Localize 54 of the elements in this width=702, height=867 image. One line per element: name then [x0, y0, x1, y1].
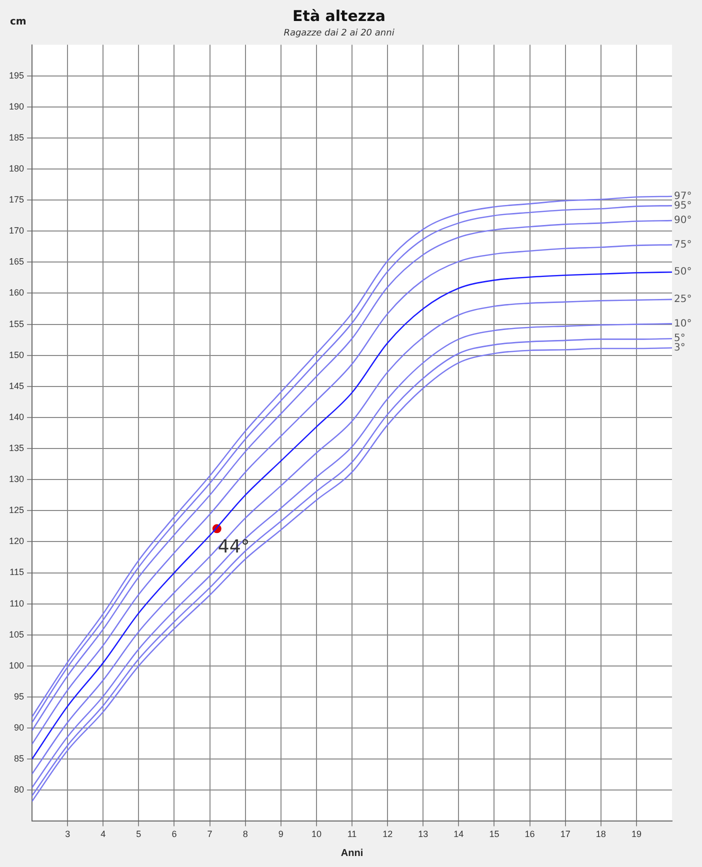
x-tick-label: 18 [596, 829, 606, 840]
y-tick-label: 90 [14, 722, 24, 733]
chart-title: Età altezza [292, 6, 386, 25]
x-tick-label: 3 [65, 829, 70, 840]
y-tick-label: 175 [8, 194, 24, 205]
x-tick-label: 9 [278, 829, 284, 840]
x-tick-label: 6 [172, 829, 177, 840]
series-label: 5° [674, 333, 686, 344]
y-tick-label: 160 [8, 288, 24, 298]
x-axis-title: Anni [340, 848, 364, 859]
series-label: 3° [674, 342, 686, 354]
x-tick-label: 11 [347, 829, 357, 840]
y-tick-label: 80 [14, 784, 24, 795]
y-tick-label: 185 [8, 132, 24, 142]
y-tick-label: 190 [8, 101, 24, 112]
y-tick-label: 120 [8, 536, 24, 546]
x-tick-label: 19 [631, 829, 642, 840]
series-label: 97° [674, 190, 692, 202]
y-tick-label: 150 [8, 350, 24, 360]
x-tick-label: 8 [242, 829, 248, 840]
y-axis-title: cm [10, 16, 26, 28]
y-tick-label: 145 [8, 380, 24, 391]
x-tick-label: 4 [100, 829, 106, 840]
y-tick-label: 140 [8, 412, 24, 422]
x-tick-label: 7 [207, 829, 212, 840]
x-tick-label: 12 [382, 829, 393, 840]
x-tick-label: 5 [136, 829, 142, 840]
y-tick-label: 85 [14, 754, 24, 764]
chart-subtitle: Ragazze dai 2 ai 20 anni [284, 28, 395, 39]
x-tick-label: 15 [489, 829, 500, 840]
y-tick-label: 125 [8, 505, 24, 516]
y-tick-label: 105 [8, 629, 24, 640]
y-tick-label: 135 [8, 443, 24, 454]
series-label: 10° [674, 318, 692, 330]
x-tick-label: 13 [418, 829, 428, 840]
x-tick-label: 14 [454, 829, 464, 840]
y-tick-label: 195 [8, 70, 24, 80]
y-tick-label: 115 [10, 567, 24, 578]
series-label: 50° [674, 266, 692, 278]
series-label: 75° [674, 239, 692, 250]
y-tick-label: 165 [8, 256, 24, 267]
series-label: 90° [674, 215, 692, 226]
x-tick-label: 10 [311, 829, 322, 840]
y-tick-label: 155 [8, 318, 24, 329]
y-tick-label: 170 [8, 226, 24, 236]
y-tick-label: 110 [10, 598, 24, 608]
y-tick-label: 95 [14, 691, 24, 702]
x-tick-label: 16 [524, 829, 535, 840]
y-tick-label: 100 [8, 660, 24, 670]
y-tick-label: 180 [8, 164, 24, 174]
series-label: 95° [674, 200, 692, 212]
series-label: 25° [674, 294, 692, 306]
x-tick-label: 17 [560, 829, 570, 840]
y-tick-label: 130 [8, 474, 24, 484]
